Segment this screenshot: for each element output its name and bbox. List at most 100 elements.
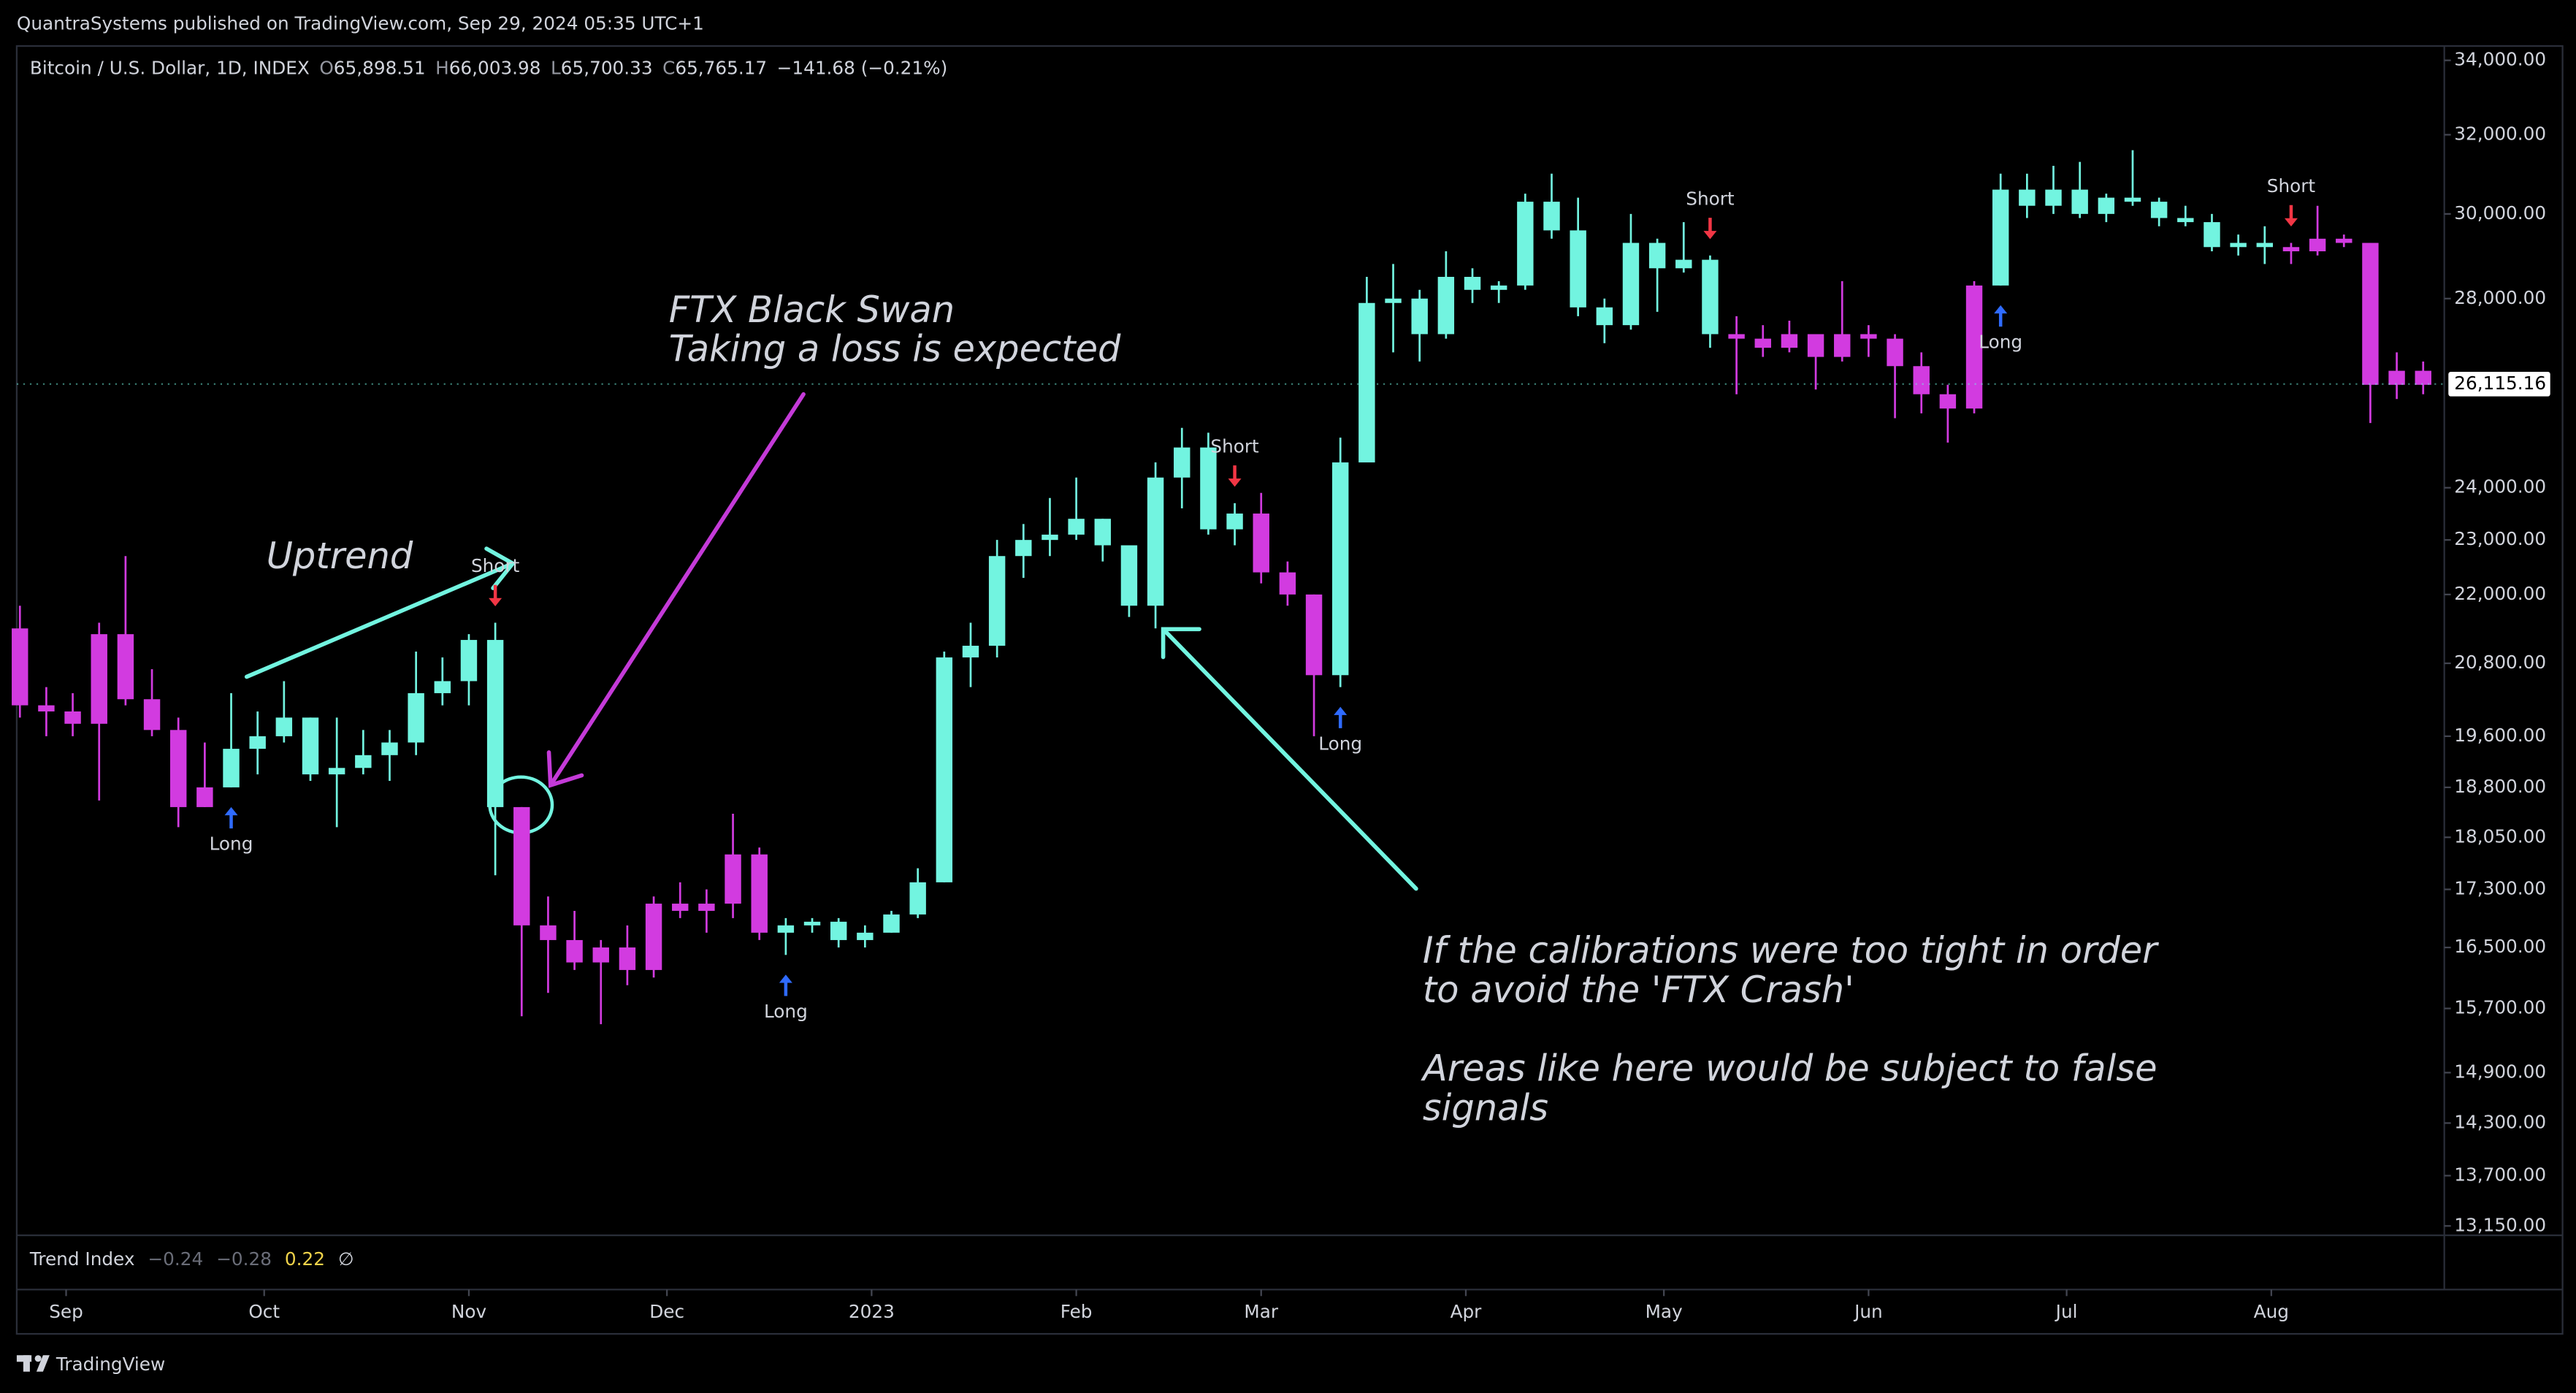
y-tick-label: 14,900.00 (2454, 1061, 2546, 1082)
candle-body (2256, 243, 2273, 248)
indicator-name: Trend Index (29, 1248, 135, 1270)
candle-body (2415, 370, 2431, 385)
candle-body (64, 711, 81, 724)
annotation: If the calibrations were too tight in or… (1423, 929, 2159, 972)
short-arrow (1228, 465, 1242, 487)
candle-body (91, 634, 107, 724)
indicator-value: 0.22 (285, 1248, 325, 1270)
candle-body (249, 736, 266, 749)
candle-body (1094, 519, 1111, 546)
candle-body (1200, 447, 1217, 530)
publisher: QuantraSystems published on TradingView.… (17, 13, 704, 34)
signal-label: Long (1979, 332, 2022, 353)
logo-shape (36, 1355, 50, 1372)
candle-body (275, 717, 293, 736)
candle-body (1702, 259, 1719, 335)
x-tick-label: Jun (1853, 1301, 1883, 1322)
long-arrow (224, 806, 238, 829)
candle-body (751, 854, 768, 933)
candle-body (1411, 298, 1428, 335)
candle-body (1728, 334, 1745, 339)
x-tick-label: 2023 (849, 1301, 895, 1322)
candle-body (1147, 477, 1164, 606)
y-tick-label: 18,050.00 (2454, 825, 2546, 847)
logo-bar (23, 1355, 30, 1372)
candle-body (1913, 366, 1930, 394)
y-tick-label: 32,000.00 (2454, 123, 2546, 144)
candle-body (2019, 189, 2036, 206)
candle-body (1648, 243, 1666, 269)
candle-body (645, 904, 662, 970)
y-tick-label: 30,000.00 (2454, 202, 2546, 224)
candle-body (196, 787, 213, 807)
candle-body (1754, 338, 1771, 348)
candle-body (1675, 259, 1692, 269)
candle-body (962, 646, 979, 658)
x-tick-label: Nov (451, 1301, 486, 1322)
y-tick-label: 23,000.00 (2454, 528, 2546, 549)
change: −141.68 (−0.21%) (777, 57, 948, 78)
x-tick-label: Dec (649, 1301, 684, 1322)
x-tick-label: Aug (2254, 1301, 2289, 1322)
annotation: Taking a loss is expected (669, 328, 1121, 370)
annotation: Uptrend (267, 535, 413, 577)
candle-body (566, 939, 583, 963)
candle-body (1174, 447, 1190, 478)
candle-body (1622, 243, 1640, 326)
symbol: Bitcoin / U.S. Dollar, 1D, INDEX (30, 57, 310, 78)
x-tick-label: Apr (1451, 1301, 1483, 1322)
y-tick-label: 34,000.00 (2454, 49, 2546, 70)
y-tick-label: 16,500.00 (2454, 936, 2546, 957)
long-arrow (1334, 706, 1348, 728)
candle-body (1385, 298, 1402, 303)
annotations (244, 392, 1418, 891)
l-label: L (551, 57, 561, 78)
candle-body (143, 699, 161, 730)
signal-label: Short (471, 555, 520, 576)
candle-body (1358, 302, 1375, 463)
candle-body (803, 921, 821, 926)
candle-body (1279, 572, 1296, 595)
candle-body (434, 681, 451, 693)
y-tick-label: 20,800.00 (2454, 652, 2546, 673)
x-tick-label: May (1646, 1301, 1683, 1322)
candle-body (2282, 247, 2300, 252)
candle-body (1834, 334, 1851, 357)
y-tick-label: 13,150.00 (2454, 1214, 2546, 1235)
y-tick-label: 19,600.00 (2454, 725, 2546, 746)
short-arrow (1703, 218, 1717, 240)
candle-body (2204, 222, 2220, 248)
y-tick-label: 17,300.00 (2454, 878, 2546, 899)
signal-label: Long (1318, 733, 1362, 754)
indicator-value: −0.24 (148, 1248, 203, 1270)
logo-dot (34, 1355, 42, 1362)
candle-body (2177, 218, 2194, 223)
candle-body (381, 742, 398, 755)
candle-body (857, 932, 874, 940)
candle-body (2362, 243, 2379, 385)
candle-body (1939, 394, 1957, 409)
candle-body (619, 947, 636, 970)
candle-body (2309, 238, 2326, 252)
candle-body (1015, 540, 1032, 557)
candle-body (2124, 197, 2141, 202)
candle-body (513, 806, 530, 926)
candle-body (1068, 519, 1085, 535)
ftx-arrow (546, 392, 806, 788)
x-tick-label: Feb (1060, 1301, 1093, 1322)
candle-body (1860, 334, 1877, 339)
x-tick-label: Jul (2055, 1301, 2078, 1322)
y-tick-label: 13,700.00 (2454, 1164, 2546, 1185)
indicator-value: ∅ (338, 1248, 354, 1270)
long-arrow (1994, 305, 2008, 327)
candle-body (1965, 285, 1983, 409)
signal-label: Long (764, 1001, 808, 1022)
candle-body (1437, 277, 1455, 335)
candle-body (2098, 197, 2115, 214)
candle-body (302, 717, 319, 775)
candle-body (1807, 334, 1824, 357)
candle-body (1887, 338, 1903, 367)
annotation: Areas like here would be subject to fals… (1421, 1047, 2158, 1090)
